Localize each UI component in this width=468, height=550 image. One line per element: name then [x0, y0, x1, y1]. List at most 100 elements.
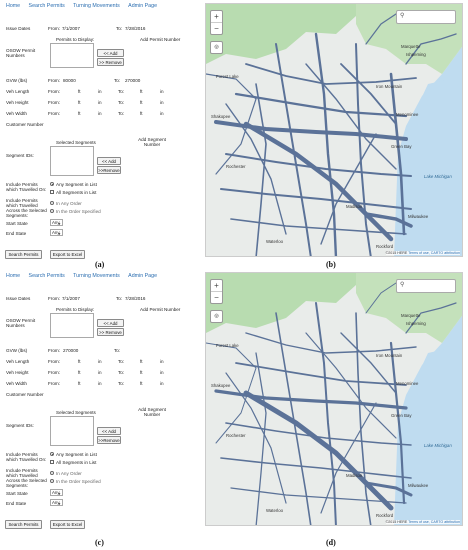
nav-admin-page[interactable]: Admin Page	[128, 3, 158, 9]
search-icon: ⚲	[400, 13, 405, 19]
in-order-radio[interactable]	[50, 479, 54, 483]
chevron-down-icon: ▼	[58, 231, 61, 236]
any-segment-radio[interactable]	[50, 452, 54, 456]
map-search-input[interactable]: ⚲	[396, 279, 456, 293]
veh-height-from-ft[interactable]: ft	[78, 370, 81, 375]
veh-width-to-in[interactable]: in	[160, 381, 164, 386]
veh-length-to-ft[interactable]: ft	[140, 359, 143, 364]
nav-admin-page[interactable]: Admin Page	[128, 273, 158, 279]
lake-label: Lake Michigan	[424, 174, 452, 179]
nav-search-permits[interactable]: Search Permits	[28, 273, 65, 279]
nav-search-permits[interactable]: Search Permits	[28, 3, 65, 9]
zoom-out-icon[interactable]: −	[211, 22, 222, 34]
nav-bar: Home Search Permits Turning Movements Ad…	[6, 273, 164, 279]
veh-length-from: From:	[48, 89, 60, 94]
from-date-input[interactable]: 7/1/2007	[62, 296, 80, 301]
any-segment-label: Any Segment in List	[56, 182, 97, 187]
add-segment-button[interactable]: << Add	[97, 427, 121, 435]
veh-height-from-in[interactable]: in	[98, 370, 102, 375]
veh-height-to-ft[interactable]: ft	[140, 370, 143, 375]
nav-turning-movements[interactable]: Turning Movements	[73, 3, 120, 9]
remove-segment-button[interactable]: >>Remove	[97, 166, 121, 174]
gvw-from-input[interactable]: 80000	[63, 78, 76, 83]
in-any-order-radio[interactable]	[50, 201, 54, 205]
to-date-input[interactable]: 7/28/2016	[125, 26, 146, 31]
zoom-out-icon[interactable]: −	[211, 291, 222, 303]
nav-home[interactable]: Home	[6, 273, 21, 279]
in-order-radio[interactable]	[50, 209, 54, 213]
nav-home[interactable]: Home	[6, 3, 21, 9]
city-label: Marquette	[401, 44, 421, 49]
start-state-select[interactable]: Any ▼	[50, 489, 63, 496]
caption-c: (c)	[95, 538, 104, 547]
locate-icon[interactable]: ◎	[210, 41, 223, 54]
add-permit-button[interactable]: << Add	[97, 319, 124, 327]
veh-width-from-ft[interactable]: ft	[78, 381, 81, 386]
all-segments-checkbox[interactable]	[50, 460, 54, 464]
veh-height-to-in[interactable]: in	[160, 100, 164, 105]
map-attribution: ©2015 HERE Terms of use, CARTO attributi…	[385, 520, 460, 524]
veh-length-to-in[interactable]: in	[160, 359, 164, 364]
attribution-links[interactable]: Terms of use, CARTO attribution	[408, 251, 460, 255]
start-state-select[interactable]: Any ▼	[50, 219, 63, 226]
route-map-b[interactable]: Marquette Ishpeming Iron Mountain Menomi…	[205, 3, 463, 257]
veh-width-from-in[interactable]: in	[98, 381, 102, 386]
city-label: Iron Mountain	[376, 84, 403, 89]
zoom-in-icon[interactable]: +	[214, 281, 219, 290]
remove-permit-button[interactable]: >> Remove	[97, 58, 124, 66]
permits-list[interactable]	[50, 43, 94, 68]
add-permit-button[interactable]: << Add	[97, 49, 124, 57]
end-state-select[interactable]: Any ▼	[50, 229, 63, 236]
veh-width-to: To:	[118, 111, 125, 116]
city-label: Rockford	[376, 513, 394, 518]
veh-length-to-ft[interactable]: ft	[140, 89, 143, 94]
add-segment-number-label: Add Segment Number	[138, 407, 166, 417]
city-label: Forest Lake	[216, 343, 239, 348]
veh-length-from-in[interactable]: in	[98, 89, 102, 94]
remove-permit-button[interactable]: >> Remove	[97, 328, 124, 336]
remove-segment-button[interactable]: >>Remove	[97, 436, 121, 444]
locate-icon[interactable]: ◎	[210, 310, 223, 323]
veh-length-from-ft[interactable]: ft	[78, 359, 81, 364]
export-excel-button[interactable]: Export to Excel	[50, 520, 85, 529]
veh-length-from-in[interactable]: in	[98, 359, 102, 364]
segments-list[interactable]	[50, 416, 94, 446]
attribution-links[interactable]: Terms of use, CARTO attribution	[408, 520, 460, 524]
nav-turning-movements[interactable]: Turning Movements	[73, 273, 120, 279]
from-date-input[interactable]: 7/1/2007	[62, 26, 80, 31]
gvw-from-input[interactable]: 270000	[63, 348, 79, 353]
veh-width-to: To:	[118, 381, 125, 386]
permits-list[interactable]	[50, 313, 94, 338]
search-permits-button[interactable]: Search Permits	[5, 250, 42, 259]
veh-width-to-in[interactable]: in	[160, 111, 164, 116]
map-search-input[interactable]: ⚲	[396, 10, 456, 24]
veh-height-from-in[interactable]: in	[98, 100, 102, 105]
route-map-d[interactable]: Marquette Ishpeming Iron Mountain Menomi…	[205, 272, 463, 526]
city-label: Madison	[346, 204, 363, 209]
end-state-select[interactable]: Any ▼	[50, 499, 63, 506]
export-excel-button[interactable]: Export to Excel	[50, 250, 85, 259]
map-canvas	[206, 273, 462, 525]
veh-width-to-ft[interactable]: ft	[140, 111, 143, 116]
veh-length-to-in[interactable]: in	[160, 89, 164, 94]
gvw-to-input[interactable]: 270000	[125, 78, 141, 83]
add-permit-number-label: Add Permit Number	[140, 37, 181, 42]
any-segment-radio[interactable]	[50, 182, 54, 186]
veh-width-from-ft[interactable]: ft	[78, 111, 81, 116]
veh-height-from-ft[interactable]: ft	[78, 100, 81, 105]
veh-width-to-ft[interactable]: ft	[140, 381, 143, 386]
zoom-control: + −	[210, 279, 223, 304]
veh-width-from-in[interactable]: in	[98, 111, 102, 116]
to-date-input[interactable]: 7/28/2016	[125, 296, 146, 301]
in-any-order-radio[interactable]	[50, 471, 54, 475]
all-segments-checkbox[interactable]	[50, 190, 54, 194]
in-order-label: In the Order Specified	[56, 479, 101, 484]
veh-height-to-ft[interactable]: ft	[140, 100, 143, 105]
city-label: Madison	[346, 473, 363, 478]
zoom-in-icon[interactable]: +	[214, 12, 219, 21]
veh-height-to-in[interactable]: in	[160, 370, 164, 375]
segments-list[interactable]	[50, 146, 94, 176]
search-permits-button[interactable]: Search Permits	[5, 520, 42, 529]
veh-length-from-ft[interactable]: ft	[78, 89, 81, 94]
add-segment-button[interactable]: << Add	[97, 157, 121, 165]
